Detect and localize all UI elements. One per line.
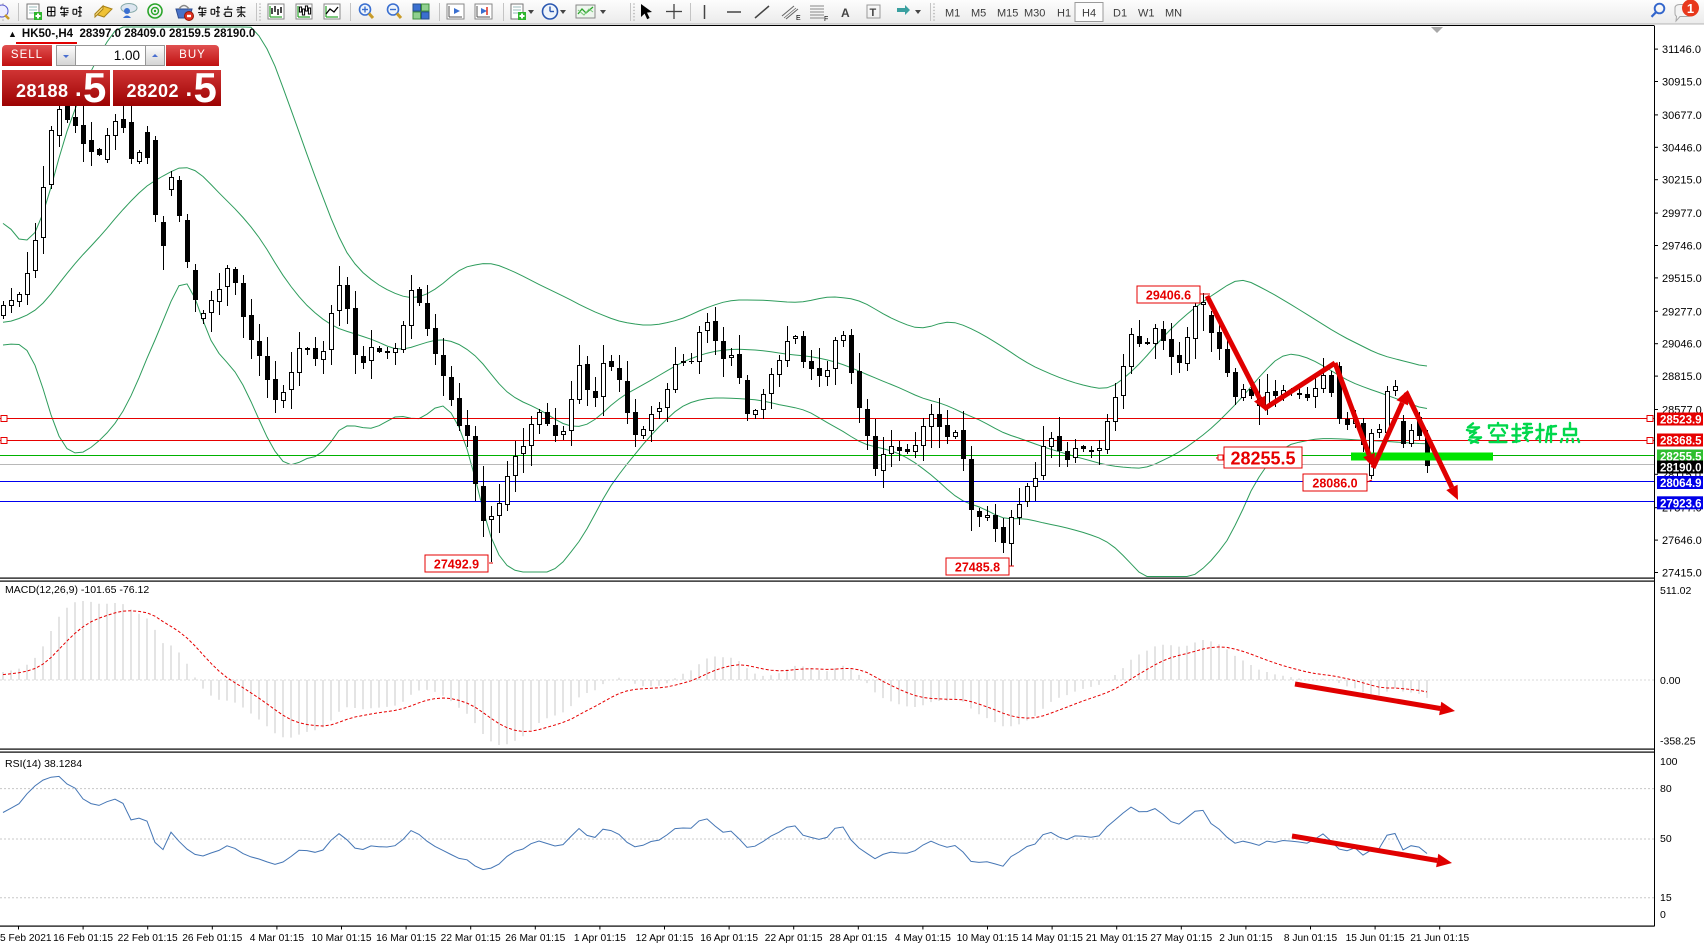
svg-text:28064.9: 28064.9 (1660, 478, 1702, 490)
svg-text:27492.9: 27492.9 (434, 558, 479, 572)
svg-text:W1: W1 (1138, 8, 1155, 20)
svg-text:28368.5: 28368.5 (1660, 436, 1702, 448)
svg-text:29746.0: 29746.0 (1662, 241, 1702, 253)
svg-text:10 Mar 01:15: 10 Mar 01:15 (311, 933, 371, 944)
svg-text:MACD(12,26,9) -101.65 -76.12: MACD(12,26,9) -101.65 -76.12 (5, 584, 149, 596)
svg-text:-358.25: -358.25 (1660, 736, 1696, 748)
svg-text:5 Feb 2021: 5 Feb 2021 (0, 933, 52, 944)
svg-text:14 May 01:15: 14 May 01:15 (1021, 933, 1083, 944)
svg-text:31146.0: 31146.0 (1662, 44, 1701, 56)
svg-text:26 Feb 01:15: 26 Feb 01:15 (182, 933, 242, 944)
svg-text:30677.0: 30677.0 (1662, 110, 1702, 122)
svg-text:E: E (796, 15, 801, 22)
svg-text:0: 0 (1660, 909, 1666, 921)
svg-text:10 May 01:15: 10 May 01:15 (957, 933, 1019, 944)
svg-text:511.02: 511.02 (1660, 585, 1691, 597)
svg-text:0.00: 0.00 (1660, 675, 1681, 687)
svg-text:30215.0: 30215.0 (1662, 175, 1702, 187)
svg-text:28523.9: 28523.9 (1660, 415, 1702, 427)
svg-text:4 Mar 01:15: 4 Mar 01:15 (250, 933, 305, 944)
svg-text:27646.0: 27646.0 (1662, 535, 1702, 547)
svg-text:28086.0: 28086.0 (1312, 477, 1357, 491)
svg-text:29406.6: 29406.6 (1146, 289, 1191, 303)
svg-text:H1: H1 (1057, 8, 1071, 20)
svg-text:30915.0: 30915.0 (1662, 77, 1702, 89)
svg-text:M1: M1 (945, 8, 960, 20)
svg-text:T: T (870, 7, 877, 19)
svg-text:MN: MN (1165, 8, 1182, 20)
svg-text:28255.5: 28255.5 (1230, 449, 1295, 469)
svg-text:26 Mar 01:15: 26 Mar 01:15 (505, 933, 565, 944)
svg-text:28190.0: 28190.0 (1660, 463, 1702, 475)
svg-text:80: 80 (1660, 783, 1672, 795)
svg-text:4 May 01:15: 4 May 01:15 (895, 933, 951, 944)
svg-text:15 Jun 01:15: 15 Jun 01:15 (1346, 933, 1405, 944)
svg-text:22 Apr 01:15: 22 Apr 01:15 (765, 933, 823, 944)
svg-text:15: 15 (1660, 892, 1672, 904)
svg-text:M30: M30 (1024, 8, 1045, 20)
svg-text:28815.0: 28815.0 (1662, 371, 1702, 383)
svg-text:27 May 01:15: 27 May 01:15 (1150, 933, 1212, 944)
svg-text:21 Jun 01:15: 21 Jun 01:15 (1410, 933, 1469, 944)
svg-text:D1: D1 (1113, 8, 1127, 20)
svg-text:27485.8: 27485.8 (955, 561, 1000, 575)
svg-text:1 Apr 01:15: 1 Apr 01:15 (574, 933, 626, 944)
svg-text:8 Jun 01:15: 8 Jun 01:15 (1284, 933, 1338, 944)
svg-text:27415.0: 27415.0 (1662, 568, 1702, 580)
svg-text:50: 50 (1660, 833, 1672, 845)
svg-text:M15: M15 (997, 8, 1018, 20)
svg-text:29977.0: 29977.0 (1662, 208, 1702, 220)
svg-text:12 Apr 01:15: 12 Apr 01:15 (636, 933, 694, 944)
svg-text:21 May 01:15: 21 May 01:15 (1086, 933, 1148, 944)
svg-text:RSI(14) 38.1284: RSI(14) 38.1284 (5, 758, 82, 770)
svg-text:22 Feb 01:15: 22 Feb 01:15 (118, 933, 178, 944)
svg-text:29515.0: 29515.0 (1662, 273, 1702, 285)
svg-text:29277.0: 29277.0 (1662, 306, 1702, 318)
svg-text:2 Jun 01:15: 2 Jun 01:15 (1219, 933, 1273, 944)
svg-text:100: 100 (1660, 756, 1678, 768)
svg-text:F: F (824, 16, 828, 23)
svg-text:30446.0: 30446.0 (1662, 142, 1702, 154)
svg-text:H4: H4 (1082, 8, 1096, 20)
svg-text:A: A (841, 6, 850, 20)
svg-text:28 Apr 01:15: 28 Apr 01:15 (829, 933, 887, 944)
svg-text:16 Mar 01:15: 16 Mar 01:15 (376, 933, 436, 944)
svg-text:27923.6: 27923.6 (1660, 498, 1702, 510)
svg-text:16 Apr 01:15: 16 Apr 01:15 (700, 933, 758, 944)
svg-text:1: 1 (1687, 1, 1694, 16)
svg-text:29046.0: 29046.0 (1662, 339, 1702, 351)
svg-text:M5: M5 (971, 8, 986, 20)
svg-text:22 Mar 01:15: 22 Mar 01:15 (441, 933, 501, 944)
svg-text:16 Feb 01:15: 16 Feb 01:15 (53, 933, 113, 944)
